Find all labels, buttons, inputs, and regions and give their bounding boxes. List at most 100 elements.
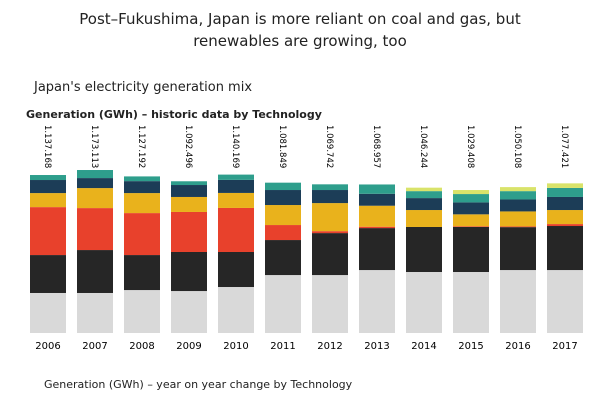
bar-segment (453, 190, 489, 195)
x-tick-label: 2010 (223, 341, 248, 352)
bar-segment (312, 184, 348, 191)
bar-segment (265, 205, 301, 226)
bar-segment (218, 179, 254, 193)
total-label: 1.173.113 (89, 125, 99, 168)
bar-segment (500, 270, 536, 333)
bar-segment (500, 187, 536, 192)
bar-segment (547, 270, 583, 333)
bar-segment (171, 291, 207, 333)
page-title: Post–Fukushima, Japan is more reliant on… (79, 10, 521, 50)
bar-segment (547, 187, 583, 197)
bar-segment (406, 187, 442, 192)
total-label: 1.069.742 (324, 125, 334, 168)
x-tick-label: 2016 (505, 341, 530, 352)
bar-segment (500, 191, 536, 200)
x-tick-label: 2008 (129, 341, 154, 352)
bar-segment (359, 228, 395, 271)
bar-segment (124, 181, 160, 194)
bar-segment (218, 251, 254, 288)
bar-segment (218, 192, 254, 208)
bar-segment (77, 178, 113, 189)
bar-segment (124, 213, 160, 256)
x-tick-label: 2006 (35, 341, 60, 352)
bar-segment (265, 190, 301, 206)
bar-segment (77, 292, 113, 333)
bar-segment (77, 170, 113, 179)
bar-segment (453, 214, 489, 227)
x-tick-label: 2014 (411, 341, 436, 352)
x-tick-label: 2011 (270, 341, 295, 352)
bar-segment (30, 193, 66, 208)
bar-segment (500, 227, 536, 271)
footer: Generation (GWh) – year on year change b… (44, 378, 353, 391)
bar-segment (77, 188, 113, 209)
bar-segment (30, 255, 66, 293)
bar-segment (359, 270, 395, 333)
bar-segment (218, 174, 254, 180)
bar-segment (406, 272, 442, 333)
bar-segment (30, 207, 66, 256)
bar-segment (406, 226, 442, 273)
bar-segment (312, 233, 348, 276)
x-tick-label: 2017 (552, 341, 577, 352)
x-tick-label: 2012 (317, 341, 342, 352)
chart-title: Generation (GWh) – historic data by Tech… (26, 108, 322, 121)
bar-segment (312, 231, 348, 234)
bar-segment (359, 184, 395, 194)
bar-segment (547, 210, 583, 225)
bar-segment (265, 275, 301, 333)
bar-segment (406, 191, 442, 199)
bar-segment (171, 185, 207, 197)
bar-segment (547, 224, 583, 227)
bar-segment (124, 193, 160, 214)
total-label: 1.127.192 (136, 125, 146, 168)
bar-segment (453, 226, 489, 273)
x-tick-label: 2015 (458, 341, 483, 352)
total-label: 1.046.244 (418, 125, 428, 168)
bar-segment (312, 275, 348, 333)
bar-segment (265, 225, 301, 241)
bar-segment (171, 211, 207, 252)
bar-segment (547, 183, 583, 188)
total-label: 1.068.957 (371, 125, 381, 168)
bar-segment (30, 292, 66, 333)
total-label: 1.029.408 (465, 125, 475, 168)
bar-segment (359, 226, 395, 229)
total-label: 1.081.849 (277, 125, 287, 168)
bar-segment (312, 203, 348, 232)
bar-segment (124, 176, 160, 182)
bar-segment (77, 208, 113, 251)
bar-segment (312, 190, 348, 204)
bar-segment (547, 226, 583, 271)
bar-segment (547, 196, 583, 211)
total-label: 1.137.168 (42, 125, 52, 168)
bar-segment (265, 240, 301, 276)
bar-segment (453, 272, 489, 333)
bar-segment (171, 251, 207, 292)
bar-segment (77, 250, 113, 293)
bar-segment (406, 198, 442, 211)
x-tick-label: 2009 (176, 341, 201, 352)
x-tick-label: 2007 (82, 341, 107, 352)
bar-segment (453, 194, 489, 203)
bar-segment (265, 182, 301, 191)
bar-segment (30, 180, 66, 194)
bar-segment (124, 290, 160, 333)
bar-segment (500, 211, 536, 227)
bar-segment (218, 287, 254, 333)
bar-segment (359, 205, 395, 227)
bar-segment (124, 255, 160, 291)
total-label: 1.077.421 (559, 125, 569, 168)
bar-segment (359, 193, 395, 206)
total-label: 1.140.169 (230, 125, 240, 168)
bar-segment (218, 207, 254, 252)
bar-segment (406, 210, 442, 227)
x-tick-label: 2013 (364, 341, 389, 352)
total-label: 1.050.108 (512, 125, 522, 168)
bar-segment (500, 199, 536, 212)
bar-segment (171, 196, 207, 212)
bar-segment (453, 202, 489, 215)
bar-segment (500, 226, 536, 228)
